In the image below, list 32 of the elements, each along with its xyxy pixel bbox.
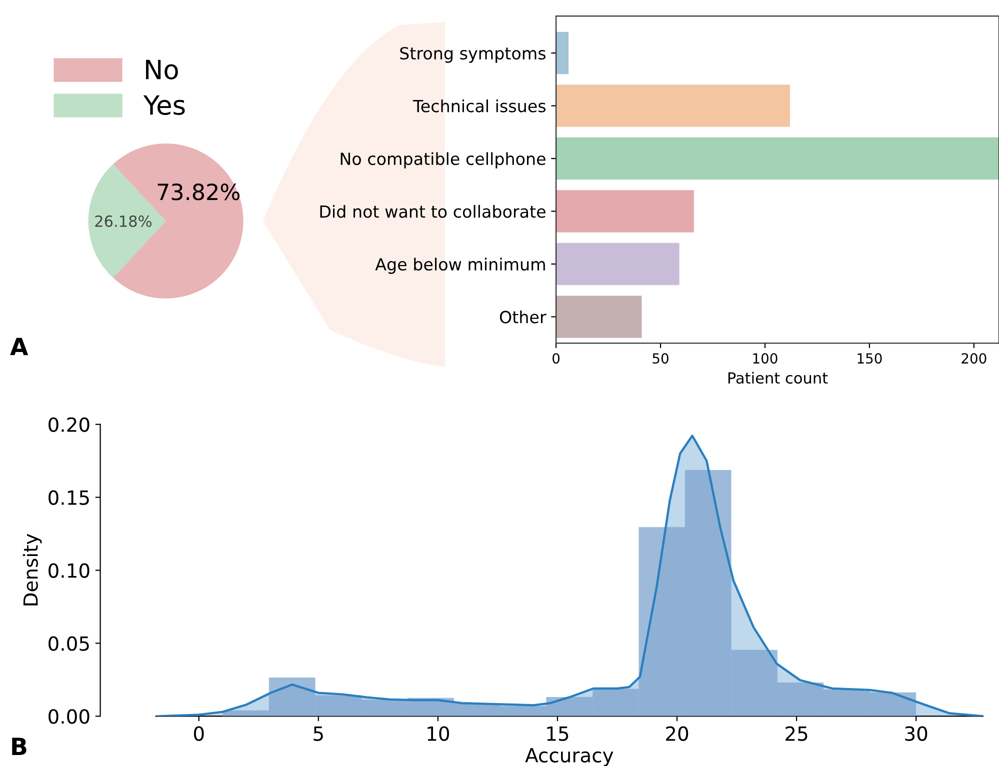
x-tick-label: 20 <box>666 726 688 741</box>
x-tick-label: 15 <box>547 726 568 741</box>
x-tick-label: 200 <box>962 353 986 364</box>
x-tick-label: 0 <box>552 353 560 364</box>
y-tick-label: Other <box>500 310 546 324</box>
x-axis-title: Accuracy <box>525 748 614 766</box>
x-tick-label: 100 <box>753 353 778 364</box>
text: A <box>10 338 28 356</box>
x-tick-label: 30 <box>905 726 928 741</box>
y-tick-label: 0.15 <box>48 490 89 505</box>
x-tick-label: 0 <box>194 726 204 741</box>
x-tick-label: 10 <box>428 726 450 741</box>
y-axis-title: Density <box>22 534 42 606</box>
data-label: 73.82% <box>158 184 240 200</box>
y-tick-label: Did not want to collaborate <box>320 204 546 218</box>
y-tick-label: 0.05 <box>48 636 89 651</box>
y-tick-label: Technical issues <box>412 99 546 112</box>
x-tick-label: 5 <box>314 726 323 741</box>
legend-label: Yes <box>143 95 185 116</box>
x-axis-title: Patient count <box>728 372 828 384</box>
y-tick-label: 0.20 <box>48 417 90 432</box>
x-tick-label: 50 <box>652 353 668 364</box>
y-tick-label: 0.00 <box>48 709 90 724</box>
data-label: 26.18% <box>95 215 152 227</box>
y-tick-label: No compatible cellphone <box>340 152 546 168</box>
text: B <box>12 738 26 755</box>
x-tick-label: 25 <box>786 726 808 741</box>
y-tick-label: Strong symptoms <box>400 46 546 63</box>
y-tick-label: Age below minimum <box>375 258 545 274</box>
legend-label: No <box>146 60 178 80</box>
y-tick-label: 0.10 <box>48 563 90 578</box>
x-tick-label: 150 <box>858 353 882 364</box>
